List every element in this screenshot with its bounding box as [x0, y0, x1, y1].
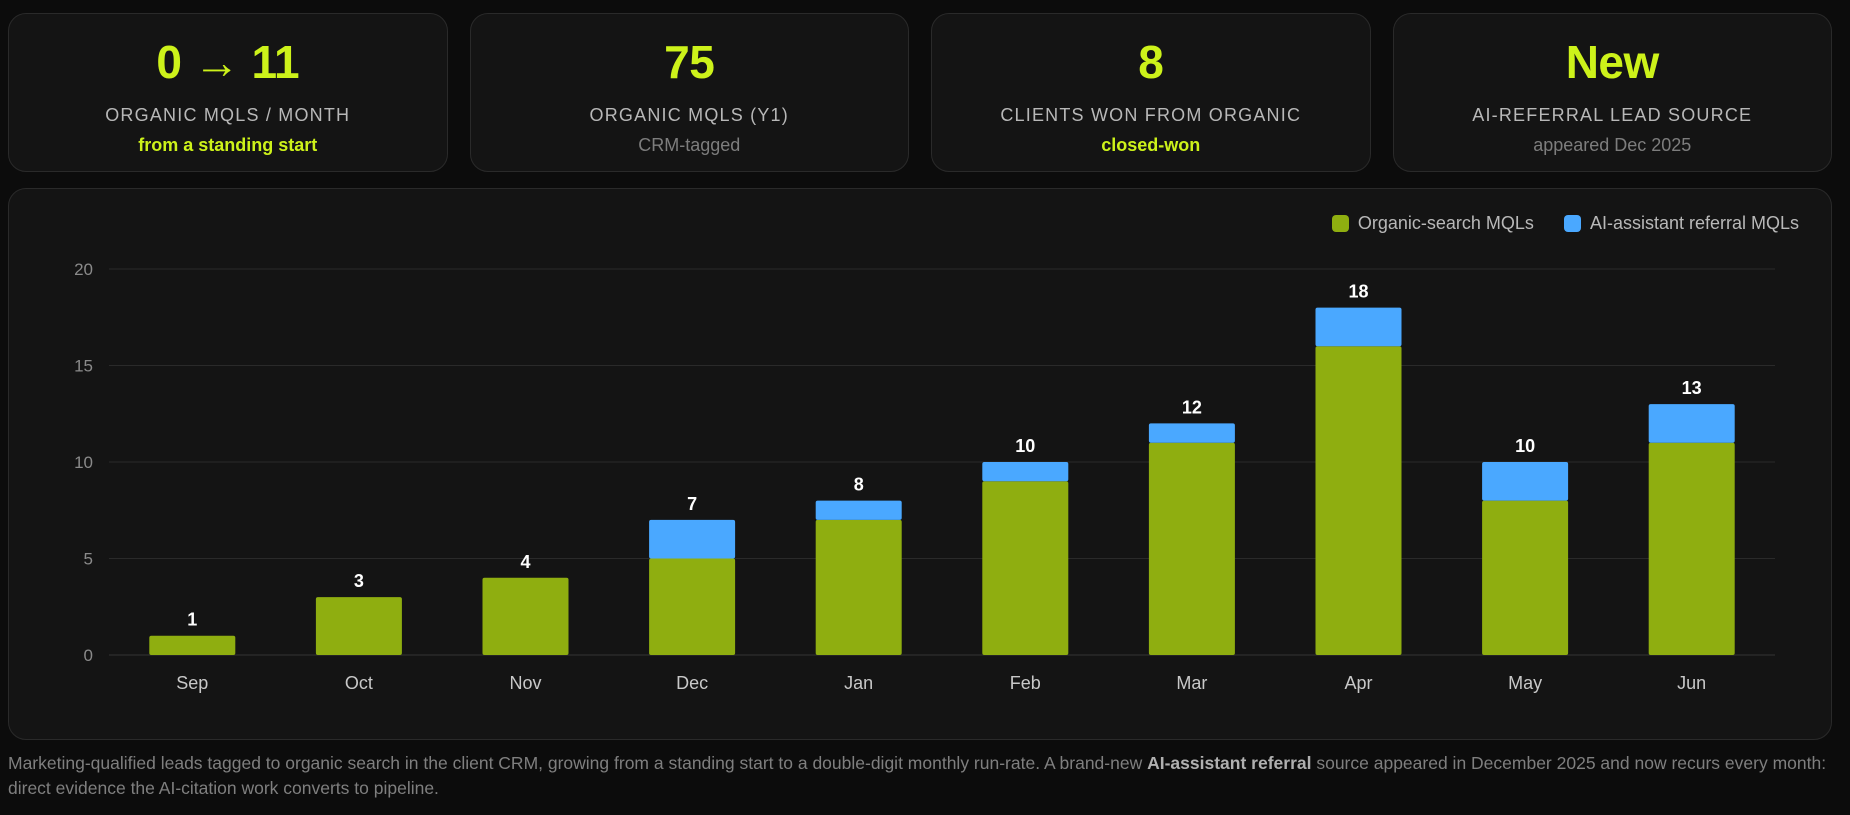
y-tick-label: 10 — [74, 453, 93, 472]
y-tick-label: 15 — [74, 357, 93, 376]
x-tick-label: Feb — [1010, 673, 1041, 693]
kpi-card-organic-mqls-y1: 75 ORGANIC MQLS (Y1) CRM-tagged — [469, 13, 909, 172]
y-tick-label: 20 — [74, 260, 93, 279]
kpi-value: New — [1565, 36, 1660, 88]
x-tick-label: Jun — [1677, 673, 1706, 693]
kpi-label: ORGANIC MQLS (Y1) — [589, 105, 789, 125]
legend-swatch-ai-referral — [1563, 215, 1581, 232]
legend-swatch-organic — [1331, 215, 1349, 232]
x-tick-label: May — [1508, 673, 1542, 693]
kpi-value: 8 — [1138, 36, 1164, 88]
bar-total-label: 4 — [520, 552, 530, 572]
kpi-subtext: appeared Dec 2025 — [1533, 135, 1692, 155]
legend-label-organic: Organic-search MQLs — [1357, 213, 1534, 233]
x-tick-label: Sep — [176, 673, 208, 693]
bar-ai-referral — [1648, 404, 1735, 443]
bar-organic — [315, 597, 402, 655]
stacked-bar-chart: 0 5 10 15 20 1 Sep 3 Oct 4 Nov 7 Dec 8 Jan 10 Feb 12 Mar 18… — [74, 260, 1775, 693]
x-tick-label: Mar — [1176, 673, 1207, 693]
bar-organic — [149, 635, 236, 655]
bar-organic — [1482, 500, 1569, 655]
caption-text-part2: source appeared in December 2025 and now… — [8, 753, 1827, 798]
chart-caption: Marketing-qualified leads tagged to orga… — [8, 751, 1838, 801]
legend-item-ai-referral[interactable]: AI-assistant referral MQLs — [1563, 213, 1799, 234]
bar-total-label: 18 — [1348, 282, 1368, 302]
x-tick-label: Oct — [345, 673, 373, 693]
bar-organic — [982, 481, 1069, 655]
bar-ai-referral — [982, 462, 1069, 482]
bar-total-label: 10 — [1015, 436, 1035, 456]
y-tick-label: 0 — [84, 646, 93, 665]
kpi-card-ai-referral-source: New AI-REFERRAL LEAD SOURCE appeared Dec… — [1392, 13, 1832, 172]
kpi-value: 75 — [664, 36, 715, 88]
kpi-label: AI-REFERRAL LEAD SOURCE — [1472, 105, 1753, 125]
kpi-subtext: CRM-tagged — [638, 135, 741, 155]
kpi-label: CLIENTS WON FROM ORGANIC — [1000, 105, 1302, 125]
legend-label-ai-referral: AI-assistant referral MQLs — [1589, 213, 1799, 233]
bar-total-label: 8 — [854, 475, 864, 495]
bar-ai-referral — [1148, 423, 1235, 443]
legend-item-organic[interactable]: Organic-search MQLs — [1331, 213, 1534, 234]
bar-ai-referral — [1482, 462, 1569, 501]
kpi-subtext: closed-won — [1101, 135, 1201, 155]
kpi-label: ORGANIC MQLS / MONTH — [105, 105, 351, 125]
bar-ai-referral — [649, 519, 736, 559]
bar-organic — [1648, 442, 1735, 655]
x-tick-label: Apr — [1344, 673, 1372, 693]
x-tick-label: Jan — [844, 673, 873, 693]
kpi-value: 0 → 11 — [156, 36, 300, 88]
kpi-row: 0 → 11 ORGANIC MQLS / MONTH from a stand… — [8, 13, 1832, 172]
bar-total-label: 12 — [1182, 397, 1202, 417]
chart-legend: Organic-search MQLs AI-assistant referra… — [1331, 213, 1799, 234]
bar-total-label: 7 — [687, 494, 697, 514]
x-tick-label: Dec — [676, 673, 708, 693]
bar-organic — [1315, 346, 1402, 655]
bar-total-label: 13 — [1682, 378, 1702, 398]
bar-organic — [649, 558, 736, 655]
bar-organic — [482, 577, 569, 655]
bar-organic — [815, 519, 902, 655]
kpi-card-organic-mqls-month: 0 → 11 ORGANIC MQLS / MONTH from a stand… — [8, 13, 448, 172]
kpi-card-clients-won: 8 CLIENTS WON FROM ORGANIC closed-won — [931, 13, 1371, 172]
y-tick-label: 5 — [84, 550, 93, 569]
x-tick-label: Nov — [509, 673, 541, 693]
bar-ai-referral — [815, 500, 902, 520]
bar-total-label: 1 — [187, 610, 197, 630]
bar-organic — [1148, 442, 1235, 655]
bar-ai-referral — [1315, 307, 1402, 347]
chart-card: 0 5 10 15 20 1 Sep 3 Oct 4 Nov 7 Dec 8 Jan 10 Feb 12 Mar 18… — [8, 188, 1832, 740]
caption-text-part1: Marketing-qualified leads tagged to orga… — [8, 753, 1148, 773]
bar-total-label: 3 — [354, 571, 364, 591]
caption-bold-text: AI-assistant referral — [1147, 753, 1312, 773]
bar-total-label: 10 — [1515, 436, 1535, 456]
kpi-subtext: from a standing start — [138, 135, 318, 155]
